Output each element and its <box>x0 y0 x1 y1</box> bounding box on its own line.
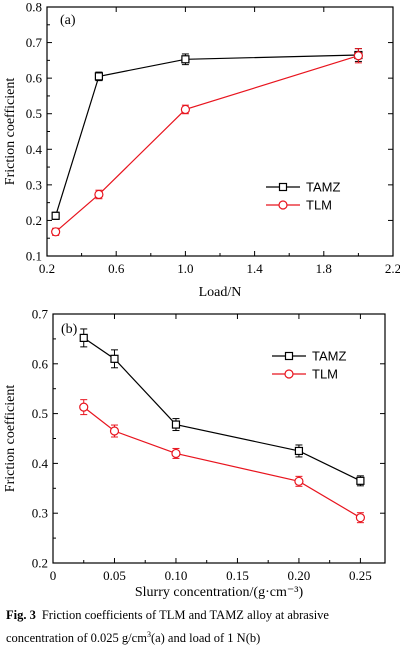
x-tick-label: 2.2 <box>385 261 400 276</box>
y-tick-label: 0.7 <box>26 35 43 50</box>
panel-label: (a) <box>60 13 76 28</box>
legend-label-tamz: TAMZ <box>312 349 346 364</box>
data-point-tamz <box>356 476 365 485</box>
plot-frame <box>46 6 394 257</box>
legend-label-tlm: TLM <box>306 198 332 213</box>
y-axis-title: Friction coefficient <box>3 385 18 493</box>
data-point-tlm <box>353 51 363 61</box>
y-tick-label: 0.7 <box>32 307 49 322</box>
data-point-tlm <box>79 402 89 412</box>
x-tick-label: 0.6 <box>108 261 125 276</box>
y-tick-label: 0.4 <box>26 142 43 157</box>
figure: (a)0.2 0.6 1.0 1.4 1.8 2.20.10.20.30.40.50.60… <box>3 0 400 600</box>
y-tick-label: 0.2 <box>26 213 42 228</box>
data-point-tamz <box>79 333 88 343</box>
legend-marker-square <box>278 182 288 192</box>
x-tick-label: 1.8 <box>316 261 332 276</box>
series-line-tlm <box>55 55 359 233</box>
panel-b-friction-vs-concentration: (b) 0 0.05 0.10 0.15 0.20 0.25 0.2 0.3 0.4 0.5 0.6 0… <box>3 307 386 600</box>
y-tick-label: 0.5 <box>26 106 42 121</box>
data-point-tlm <box>180 104 190 115</box>
figure-caption: Fig. 3 Friction coefficients of TLM and T… <box>6 605 396 648</box>
x-tick-label: 1.0 <box>177 261 193 276</box>
legend-label-tlm: TLM <box>312 367 338 382</box>
data-point-tamz <box>94 72 104 81</box>
data-point-tlm <box>109 426 120 436</box>
data-point-tlm <box>51 227 61 237</box>
x-tick-label: 1.4 <box>246 261 263 276</box>
legend-marker-square <box>284 351 294 361</box>
data-point-tamz <box>51 211 60 220</box>
x-tick-label: 0.20 <box>288 568 311 583</box>
caption-text-1: Friction coefficients of TLM and TAMZ al… <box>6 608 329 646</box>
data-point-tamz <box>294 446 304 456</box>
data-point-tamz <box>181 55 190 64</box>
series-line-tlm <box>83 406 361 519</box>
x-tick-label: 0.15 <box>226 568 249 583</box>
y-tick-label: 0.4 <box>32 456 49 471</box>
data-point-tlm <box>94 189 104 200</box>
data-point-tlm <box>355 513 366 523</box>
legend-marker-circle <box>278 200 288 210</box>
legend-label-tamz: TAMZ <box>306 180 340 195</box>
data-point-tlm <box>294 476 304 486</box>
x-tick-label: 0.05 <box>103 568 126 583</box>
x-axis-title: Slurry concentration/(g·cm⁻³) <box>135 585 304 600</box>
y-tick-label: 0.1 <box>26 249 42 264</box>
x-tick-label: 0.10 <box>165 568 188 583</box>
x-tick-label: 0.2 <box>39 261 55 276</box>
x-tick-label: 0 <box>50 568 57 583</box>
data-point-tamz <box>171 420 181 429</box>
panel-label: (b) <box>61 322 78 337</box>
x-tick-label: 0.25 <box>349 568 372 583</box>
legend-marker-circle <box>284 369 294 379</box>
caption-text-2: (a) and load of 1 N(b) <box>150 631 261 646</box>
y-tick-label: 0.6 <box>32 356 49 371</box>
y-tick-label: 0.3 <box>26 177 42 192</box>
panel-a-friction-vs-load: (a)0.2 0.6 1.0 1.4 1.8 2.20.10.20.30.40.50.60… <box>3 0 400 300</box>
data-point-tlm <box>171 448 181 459</box>
y-tick-label: 0.8 <box>26 0 42 15</box>
data-point-tamz <box>110 354 119 363</box>
series-line-tamz <box>55 54 359 216</box>
figure-number: Fig. 3 <box>6 608 36 622</box>
y-tick-label: 0.3 <box>32 506 48 521</box>
y-tick-label: 0.5 <box>32 406 48 421</box>
caption-superscript: 3 <box>146 630 151 639</box>
y-tick-label: 0.6 <box>26 71 43 86</box>
x-axis-title: Load/N <box>199 285 242 300</box>
y-tick-label: 0.2 <box>32 556 48 571</box>
y-axis-title: Friction coefficient <box>3 78 18 186</box>
